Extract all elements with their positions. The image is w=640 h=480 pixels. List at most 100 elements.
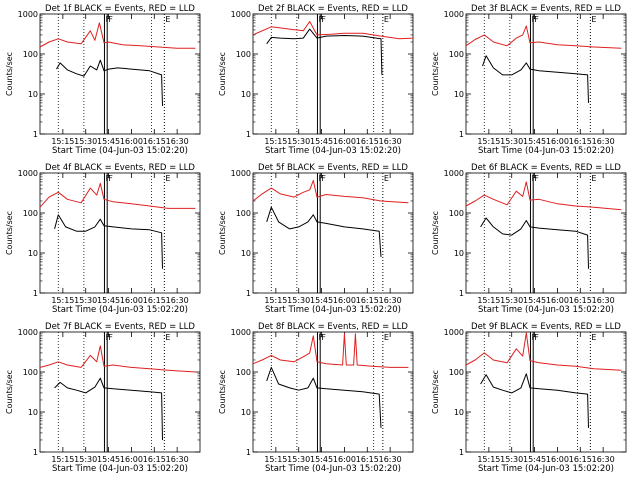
flag-marker-label: F xyxy=(318,174,323,183)
x-tick-label: 16:00 xyxy=(120,455,143,464)
x-tick-label: 15:15 xyxy=(51,455,74,464)
x-tick-label: 16:00 xyxy=(120,137,143,146)
y-axis-label: Counts/sec xyxy=(5,52,14,96)
flag-marker-label: F xyxy=(321,174,326,183)
x-tick-label: 16:30 xyxy=(166,455,189,464)
y-tick-label: 1000 xyxy=(231,169,251,178)
x-tick-label: 15:30 xyxy=(74,296,97,305)
x-tick-label: 15:15 xyxy=(51,296,74,305)
chart-panel-7: Det 7f BLACK = Events, RED = LLD 1 10 100 10… xyxy=(5,322,201,474)
x-tick-label: 16:15 xyxy=(356,137,379,146)
plot-frame xyxy=(39,13,201,135)
x-axis-label: Start Time (04-Jun-03 15:02:20) xyxy=(478,146,614,156)
x-tick-label: 16:30 xyxy=(166,296,189,305)
y-tick-label: 1 xyxy=(33,289,38,298)
chart-title: Det 1f BLACK = Events, RED = LLD xyxy=(45,4,195,14)
y-tick-label: 1000 xyxy=(18,169,38,178)
y-tick-label: 100 xyxy=(23,50,38,59)
y-tick-label: 1000 xyxy=(231,328,251,337)
y-tick-label: 1000 xyxy=(444,328,464,337)
flag-marker-label: F xyxy=(321,15,326,24)
x-tick-label: 16:00 xyxy=(120,296,143,305)
y-tick-label: 1 xyxy=(246,289,251,298)
chart-title: Det 5f BLACK = Events, RED = LLD xyxy=(258,163,408,173)
flag-marker-label: F xyxy=(531,15,536,24)
flag-marker-label: E xyxy=(384,15,389,24)
x-tick-label: 16:30 xyxy=(379,137,402,146)
series-events-line xyxy=(480,373,589,428)
y-tick-label: 10 xyxy=(241,408,251,417)
plot-frame xyxy=(39,331,201,453)
y-tick-label: 10 xyxy=(241,90,251,99)
x-tick-label: 15:45 xyxy=(523,137,546,146)
chart-panel-8: Det 8f BLACK = Events, RED = LLD 1 10 100 10… xyxy=(218,322,414,474)
x-axis-label: Start Time (04-Jun-03 15:02:20) xyxy=(478,305,614,315)
y-axis-label: Counts/sec xyxy=(431,211,440,255)
series-events-line xyxy=(266,206,382,257)
y-tick-label: 1 xyxy=(459,130,464,139)
y-tick-label: 10 xyxy=(454,249,464,258)
flag-marker-label: F xyxy=(534,15,539,24)
flag-marker-label: F xyxy=(534,333,539,342)
x-tick-label: 16:00 xyxy=(546,296,569,305)
plot-frame xyxy=(252,13,414,135)
flag-marker-label: F xyxy=(318,333,323,342)
y-tick-label: 10 xyxy=(241,249,251,258)
series-lld-line xyxy=(39,345,196,373)
x-tick-label: 15:15 xyxy=(264,137,287,146)
x-tick-label: 16:00 xyxy=(546,455,569,464)
y-axis-label: Counts/sec xyxy=(218,370,227,414)
y-axis-label: Counts/sec xyxy=(218,52,227,96)
x-axis-label: Start Time (04-Jun-03 15:02:20) xyxy=(52,146,188,156)
y-tick-label: 10 xyxy=(454,90,464,99)
x-tick-label: 16:00 xyxy=(333,137,356,146)
plot-frame xyxy=(39,172,201,294)
y-tick-label: 1 xyxy=(459,289,464,298)
chart-title: Det 4f BLACK = Events, RED = LLD xyxy=(45,163,195,173)
series-events-line xyxy=(266,28,383,75)
x-tick-label: 15:30 xyxy=(500,296,523,305)
x-tick-label: 16:15 xyxy=(356,455,379,464)
plot-frame xyxy=(465,331,627,453)
series-events-line xyxy=(56,59,163,107)
y-tick-label: 100 xyxy=(449,209,464,218)
flag-marker-label: E xyxy=(591,15,596,24)
flag-marker-label: E xyxy=(591,333,596,342)
flag-marker-label: F xyxy=(105,15,110,24)
chart-title: Det 7f BLACK = Events, RED = LLD xyxy=(45,322,195,332)
plot-frame xyxy=(465,13,627,135)
series-lld-line xyxy=(252,180,409,204)
chart-panel-2: Det 2f BLACK = Events, RED = LLD 1 10 100 10… xyxy=(218,4,414,156)
x-tick-label: 15:45 xyxy=(97,137,120,146)
chart-panel-3: Det 3f BLACK = Events, RED = LLD 1 10 100 10… xyxy=(431,4,627,156)
chart-title: Det 2f BLACK = Events, RED = LLD xyxy=(258,4,408,14)
y-tick-label: 1 xyxy=(459,448,464,457)
x-axis-label: Start Time (04-Jun-03 15:02:20) xyxy=(52,464,188,474)
x-tick-label: 16:30 xyxy=(592,137,615,146)
x-tick-label: 16:00 xyxy=(333,455,356,464)
series-lld-line xyxy=(465,332,622,371)
y-tick-label: 1000 xyxy=(231,10,251,19)
x-tick-label: 15:30 xyxy=(287,296,310,305)
y-tick-label: 100 xyxy=(23,368,38,377)
y-tick-label: 1000 xyxy=(444,10,464,19)
series-events-line xyxy=(54,214,163,269)
x-tick-label: 16:30 xyxy=(592,455,615,464)
x-tick-label: 16:15 xyxy=(143,137,166,146)
flag-marker-label: E xyxy=(165,333,170,342)
x-axis-label: Start Time (04-Jun-03 15:02:20) xyxy=(265,305,401,315)
chart-title: Det 8f BLACK = Events, RED = LLD xyxy=(258,322,408,332)
x-tick-label: 15:45 xyxy=(97,455,120,464)
series-lld-line xyxy=(465,181,622,211)
x-tick-label: 16:15 xyxy=(356,296,379,305)
y-axis-label: Counts/sec xyxy=(218,211,227,255)
x-tick-label: 15:15 xyxy=(51,137,74,146)
x-tick-label: 16:15 xyxy=(143,296,166,305)
x-tick-label: 15:15 xyxy=(477,137,500,146)
chart-panel-6: Det 6f BLACK = Events, RED = LLD 1 10 100 10… xyxy=(431,163,627,315)
y-tick-label: 100 xyxy=(236,209,251,218)
flag-marker-label: F xyxy=(108,174,113,183)
x-tick-label: 15:30 xyxy=(500,137,523,146)
series-events-line xyxy=(266,366,382,428)
x-tick-label: 15:15 xyxy=(264,455,287,464)
